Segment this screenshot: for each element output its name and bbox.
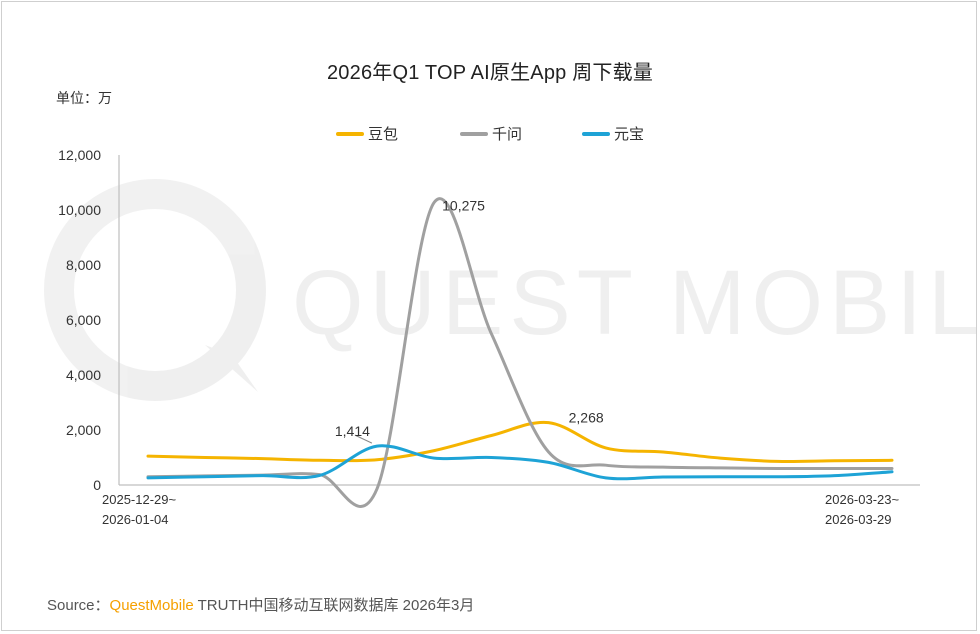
chart-title: 2026年Q1 TOP AI原生App 周下载量 bbox=[326, 62, 654, 84]
source-line: Source：QuestMobile TRUTH中国移动互联网数据库 2026年… bbox=[47, 594, 474, 615]
data-label-leader-yuanbao bbox=[354, 434, 373, 444]
y-tick-label: 12,000 bbox=[58, 147, 101, 163]
source-rest: TRUTH中国移动互联网数据库 2026年3月 bbox=[193, 597, 475, 614]
legend-swatch-yuanbao bbox=[582, 131, 610, 136]
legend-label-doubao: 豆包 bbox=[368, 126, 399, 143]
x-tick-label-last-line2: 2026-03-29 bbox=[825, 512, 892, 527]
y-tick-label: 2,000 bbox=[66, 422, 101, 438]
y-tick-label: 8,000 bbox=[66, 257, 101, 273]
data-label-yuanbao-peak: 1,414 bbox=[335, 423, 370, 439]
legend-item-doubao: 豆包 bbox=[336, 123, 398, 144]
watermark-tail bbox=[205, 345, 258, 392]
x-tick-label-first-line2: 2026-01-04 bbox=[102, 512, 169, 527]
legend: 豆包 千问 元宝 bbox=[0, 123, 980, 143]
legend-swatch-doubao bbox=[336, 131, 364, 136]
legend-label-qianwen: 千问 bbox=[492, 126, 523, 143]
legend-label-yuanbao: 元宝 bbox=[614, 126, 645, 143]
data-label-qianwen-peak: 10,275 bbox=[442, 197, 485, 213]
y-tick-label: 0 bbox=[93, 477, 101, 493]
source-brand: QuestMobile bbox=[109, 597, 194, 614]
series-line-qianwen bbox=[146, 197, 894, 508]
x-tick-label-last-line1: 2026-03-23~ bbox=[825, 492, 899, 507]
data-label-doubao-peak: 2,268 bbox=[569, 410, 604, 426]
watermark-text: QUEST MOBILE bbox=[292, 252, 980, 354]
y-tick-label: 4,000 bbox=[66, 367, 101, 383]
legend-swatch-qianwen bbox=[460, 131, 488, 136]
watermark-ring bbox=[44, 179, 266, 401]
x-tick-label-first-line1: 2025-12-29~ bbox=[102, 492, 176, 507]
legend-item-yuanbao: 元宝 bbox=[582, 123, 644, 144]
source-prefix: Source： bbox=[47, 597, 110, 614]
unit-label: 单位：万 bbox=[56, 90, 112, 106]
y-tick-label: 10,000 bbox=[58, 202, 101, 218]
watermark-logo: QUEST MOBILE bbox=[44, 179, 980, 401]
legend-item-qianwen: 千问 bbox=[460, 123, 522, 144]
y-tick-label: 6,000 bbox=[66, 312, 101, 328]
series-line-yuanbao bbox=[146, 444, 894, 481]
series-line-doubao bbox=[146, 420, 894, 464]
